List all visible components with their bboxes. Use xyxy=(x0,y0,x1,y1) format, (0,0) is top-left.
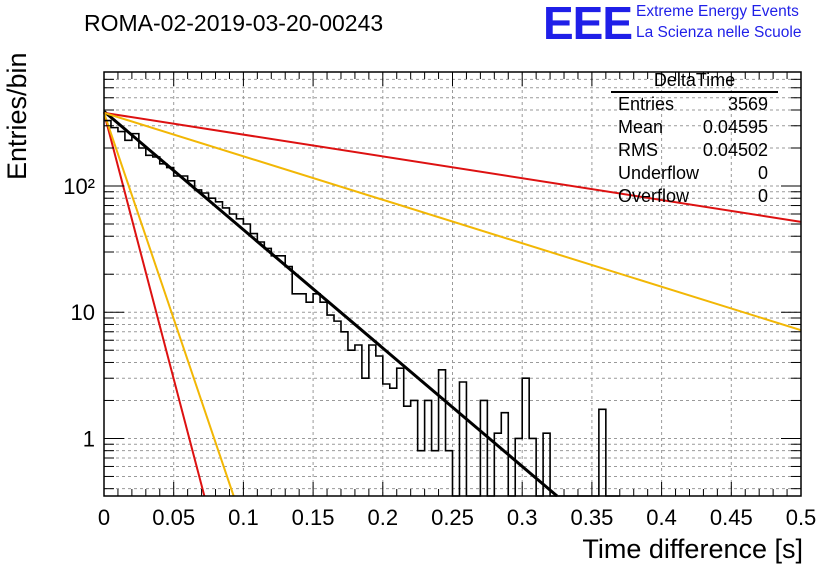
stats-value: 0 xyxy=(757,186,768,206)
stats-value: 3569 xyxy=(727,94,768,114)
stats-key: Mean xyxy=(618,117,664,137)
y-tick-label: 10² xyxy=(63,174,95,199)
eee-logo: EEE xyxy=(543,0,633,49)
x-tick-label: 0.05 xyxy=(152,505,195,530)
red-curve xyxy=(103,112,206,497)
stats-row-overflow: Overflow 0 xyxy=(618,186,768,209)
x-tick-label: 0.5 xyxy=(786,505,817,530)
x-tick-label: 0.15 xyxy=(292,505,335,530)
x-tick-label: 0.4 xyxy=(646,505,677,530)
histogram xyxy=(104,119,620,497)
stats-value: 0.04595 xyxy=(702,117,768,137)
stats-row-mean: Mean 0.04595 xyxy=(618,117,768,140)
logo-line-1: Extreme Energy Events xyxy=(636,3,799,20)
red-curve xyxy=(103,111,802,223)
x-tick-label: 0.1 xyxy=(228,505,259,530)
histogram-steps xyxy=(104,119,620,497)
stats-key: Overflow xyxy=(618,186,690,206)
x-tick-label: 0.35 xyxy=(570,505,613,530)
stats-value: 0.04502 xyxy=(702,140,768,160)
x-tick-label: 0.25 xyxy=(431,505,474,530)
stats-box: DeltaTime Entries 3569 Mean 0.04595 RMS … xyxy=(611,70,778,211)
stats-value: 0 xyxy=(757,163,768,183)
y-tick-label: 1 xyxy=(83,426,95,451)
x-tick-label: 0.2 xyxy=(368,505,399,530)
x-tick-label: 0.45 xyxy=(710,505,753,530)
stats-key: RMS xyxy=(618,140,658,160)
stats-row-entries: Entries 3569 xyxy=(618,94,768,117)
tick-labels: 0 0.05 0.1 0.15 0.2 0.25 0.3 0.35 0.4 0.45 0.5 1 10 1… xyxy=(63,174,816,530)
stats-title: DeltaTime xyxy=(653,70,736,90)
x-tick-label: 0.3 xyxy=(507,505,538,530)
stats-row-underflow: Underflow 0 xyxy=(618,163,768,186)
yellow-curve xyxy=(103,112,235,497)
stats-key: Entries xyxy=(618,94,675,114)
x-axis-label: Time difference [s] xyxy=(582,534,803,564)
plot-frame xyxy=(103,71,802,497)
run-title: ROMA-02-2019-03-20-00243 xyxy=(84,10,384,36)
y-tick-label: 10 xyxy=(71,300,95,325)
y-axis-label: Entries/bin xyxy=(2,52,32,180)
logo-line-2: La Scienza nelle Scuole xyxy=(636,24,802,41)
stats-key: Underflow xyxy=(618,163,700,183)
yellow-curve xyxy=(103,111,802,332)
x-tick-label: 0 xyxy=(98,505,110,530)
stats-divider xyxy=(611,91,778,93)
stats-row-rms: RMS 0.04502 xyxy=(618,140,768,163)
axis-ticks xyxy=(103,71,802,496)
